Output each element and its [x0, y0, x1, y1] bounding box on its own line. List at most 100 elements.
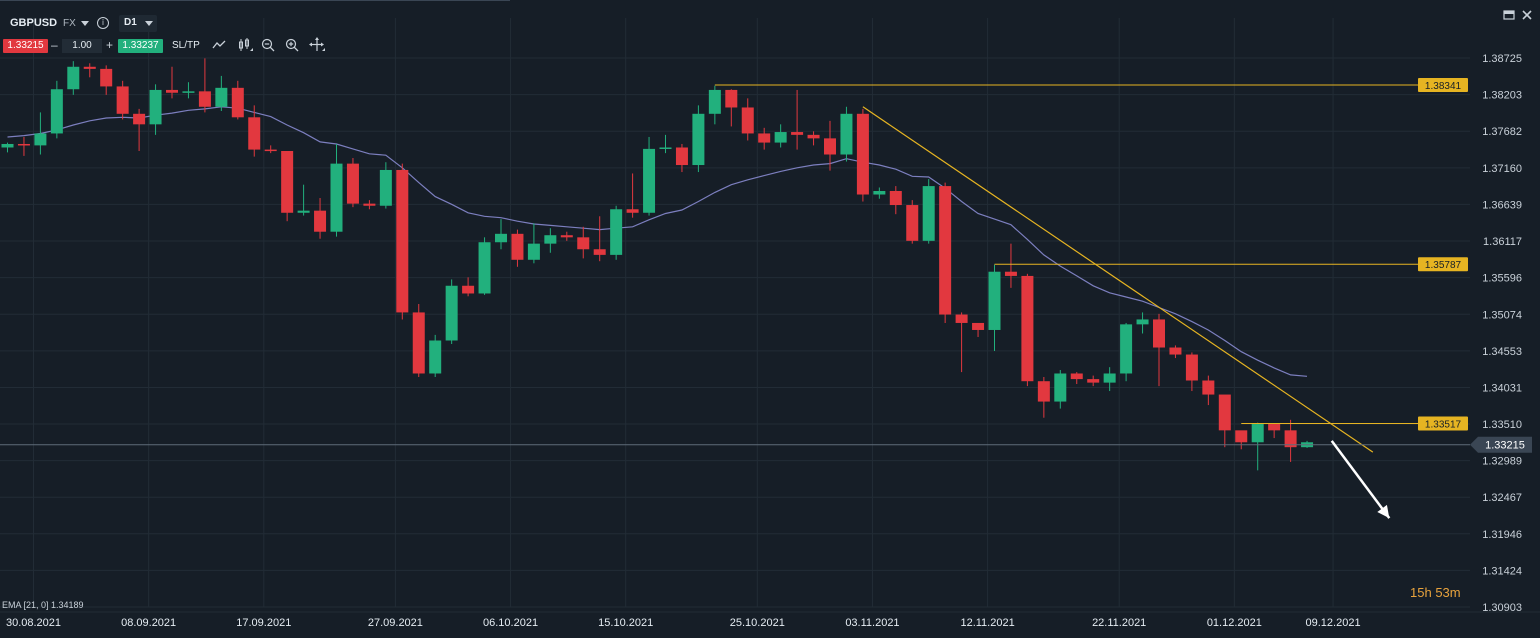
candle-body [396, 169, 409, 313]
quantity-input[interactable]: 1.00 [62, 39, 102, 53]
symbol-label[interactable]: GBPUSD [10, 17, 58, 29]
price-tick-label: 1.30903 [1482, 602, 1522, 614]
buy-button[interactable]: 1.33237 [118, 39, 163, 53]
info-icon[interactable]: i [97, 17, 109, 29]
candle [34, 112, 47, 155]
candle [577, 226, 590, 259]
candle [198, 58, 211, 113]
candle [231, 80, 244, 120]
candle-body [50, 89, 63, 134]
candle-body [906, 205, 919, 241]
timeframe-label: D1 [124, 17, 137, 28]
timeframe-select[interactable]: D1 [119, 15, 157, 32]
line-chart-icon[interactable] [212, 37, 228, 53]
candle [379, 162, 392, 209]
candle [692, 105, 705, 173]
candle-body [758, 133, 771, 143]
candle-body [972, 322, 985, 330]
close-icon[interactable] [1521, 9, 1533, 21]
candle-body [133, 113, 146, 125]
candle [1136, 312, 1149, 334]
market-label[interactable]: FX [63, 18, 76, 29]
candle [889, 186, 902, 215]
forecast-arrow-shaft [1330, 440, 1391, 519]
candle [1037, 376, 1050, 418]
level-price-tag [1418, 416, 1468, 431]
zoom-in-icon[interactable] [284, 37, 300, 53]
candle-body [643, 148, 656, 213]
candle [297, 184, 310, 216]
candle-body [791, 132, 804, 135]
candle [1120, 322, 1133, 382]
minimize-icon[interactable] [1503, 9, 1515, 21]
price-tick-label: 1.31424 [1482, 565, 1522, 577]
candle [1185, 352, 1198, 392]
candle-body [511, 233, 524, 260]
candle [314, 198, 327, 239]
candle-body [1, 143, 14, 148]
current-price-tag [1470, 436, 1532, 453]
date-tick-label: 15.10.2021 [598, 617, 653, 629]
candle-body [988, 271, 1001, 330]
candle-body [1054, 373, 1067, 402]
sltp-button[interactable]: SL/TP [172, 40, 200, 51]
candle-body [1021, 275, 1034, 382]
current-price-label: 1.33215 [1485, 440, 1525, 452]
candle-body [1070, 373, 1083, 380]
candle [1218, 394, 1231, 448]
candle [791, 89, 804, 150]
zoom-out-icon[interactable] [260, 37, 276, 53]
candle [478, 237, 491, 295]
ema-indicator-label[interactable]: EMA [21, 0] 1.34189 [2, 600, 84, 610]
downtrend-line [862, 106, 1374, 453]
sell-button[interactable]: 1.33215 [3, 39, 48, 53]
candle [873, 187, 886, 199]
time-axis[interactable]: 30.08.2021 08.09.2021 17.09.2021 27.09.2021… [6, 617, 1361, 629]
candle-body [889, 191, 902, 206]
candle-body [1087, 379, 1100, 383]
candle [560, 231, 573, 241]
candles-icon[interactable] [237, 37, 253, 53]
candle-body [774, 132, 787, 143]
candle-body [264, 149, 277, 152]
candle-body [149, 89, 162, 125]
candle [330, 143, 343, 237]
candle-body [1136, 319, 1149, 325]
ema-indicator-text: EMA [21, 0] 1.34189 [2, 600, 84, 610]
price-axis[interactable]: 1.38725 1.38203 1.37682 1.37160 1.36639 1.361… [1482, 53, 1522, 614]
candle [1087, 375, 1100, 387]
candle [807, 131, 820, 146]
candle-body [939, 186, 952, 315]
candle-body [330, 163, 343, 232]
candle-body [1251, 424, 1264, 443]
candle [133, 108, 146, 151]
candle-body [182, 91, 195, 93]
candle [1202, 375, 1215, 406]
candle-body [67, 66, 80, 90]
increase-quantity-button[interactable]: + [106, 38, 114, 52]
candle-body [840, 113, 853, 155]
date-tick-label: 03.11.2021 [845, 617, 899, 629]
candle-body [1235, 430, 1248, 443]
price-tick-label: 1.37682 [1482, 126, 1522, 138]
candle [264, 145, 277, 154]
crosshair-icon[interactable] [309, 37, 325, 53]
candle-body [1153, 319, 1165, 348]
candle [50, 80, 63, 139]
chevron-down-icon [145, 21, 153, 26]
candle [83, 63, 96, 78]
date-tick-label: 06.10.2021 [483, 617, 538, 629]
candle-body [1004, 271, 1017, 276]
candle [1169, 345, 1182, 359]
price-tick-label: 1.34031 [1482, 382, 1522, 394]
decrease-quantity-button[interactable]: – [51, 38, 58, 52]
candle-body [1284, 430, 1297, 448]
ema-layer [7, 106, 1308, 377]
market-dropdown-icon[interactable] [81, 21, 89, 26]
price-tick-label: 1.34553 [1482, 346, 1522, 358]
price-tick-label: 1.32467 [1482, 492, 1522, 504]
candle [675, 143, 688, 173]
candle [511, 229, 524, 267]
